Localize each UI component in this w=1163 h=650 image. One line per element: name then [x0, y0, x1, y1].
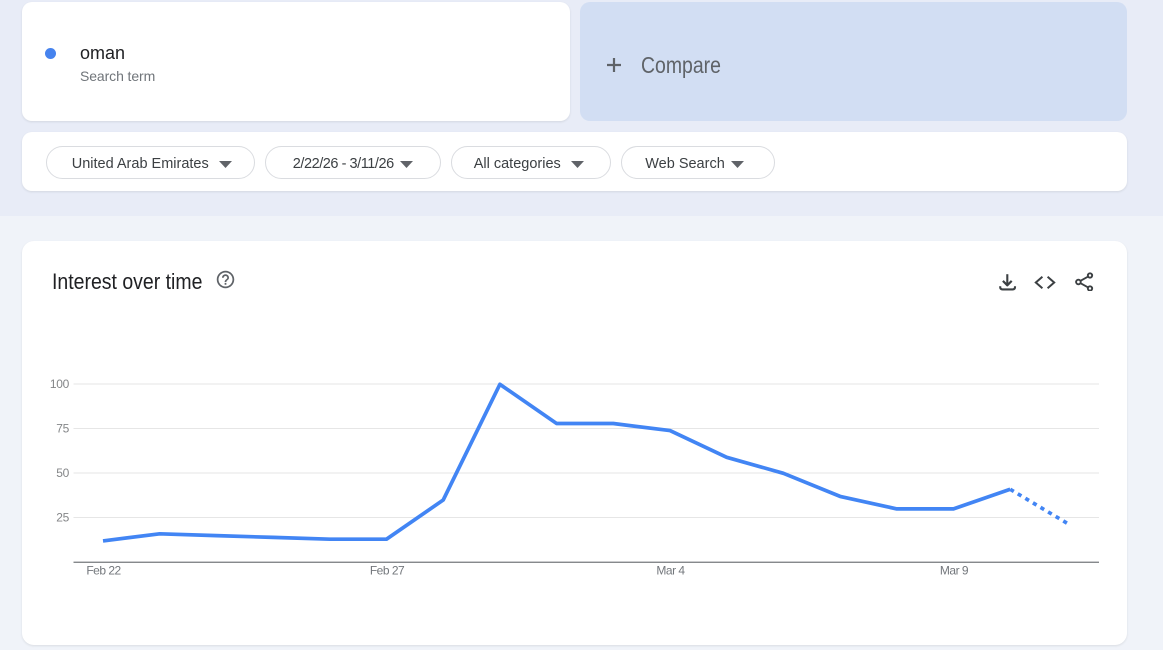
svg-text:Feb 22: Feb 22 [86, 564, 121, 578]
svg-text:50: 50 [56, 466, 69, 480]
svg-text:25: 25 [56, 511, 69, 525]
svg-text:75: 75 [56, 422, 69, 436]
svg-text:Mar 4: Mar 4 [656, 564, 685, 578]
svg-text:Mar 9: Mar 9 [940, 564, 969, 578]
svg-text:100: 100 [50, 377, 70, 391]
svg-text:Feb 27: Feb 27 [370, 564, 405, 578]
